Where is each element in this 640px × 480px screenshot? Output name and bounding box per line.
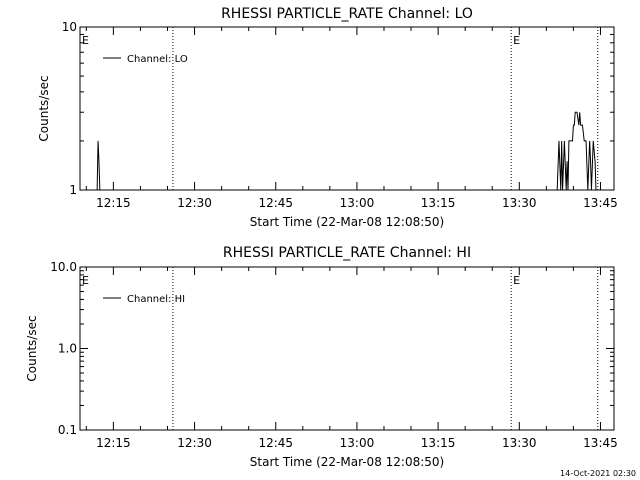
x-tick-label-0-6: 13:45 [583,196,618,210]
legend-label-1: Channel: HI [127,294,185,305]
y-tick-label-0-1: 10 [62,20,77,34]
x-tick-label-0-3: 13:00 [340,196,375,210]
x-axis-label-0: Start Time (22-Mar-08 12:08:50) [250,215,444,229]
x-tick-label-0-5: 13:30 [502,196,537,210]
chart-title-1: RHESSI PARTICLE_RATE Channel: HI [223,245,471,261]
x-tick-label-1-1: 12:30 [177,436,212,450]
x-tick-label-1-2: 12:45 [258,436,293,450]
y-axis-label-1: Counts/sec [25,315,39,381]
x-tick-label-0-0: 12:15 [96,196,131,210]
x-tick-label-1-0: 12:15 [96,436,131,450]
plot-frame-0 [79,26,615,191]
event-marker-label-0-0: E [82,34,89,47]
x-tick-label-1-6: 13:45 [583,436,618,450]
x-tick-label-1-3: 13:00 [340,436,375,450]
event-marker-label-1-2: E [513,274,520,287]
plot-frame-1 [79,266,615,431]
series-line-0-0 [95,111,599,191]
chart-title-0: RHESSI PARTICLE_RATE Channel: LO [221,6,473,22]
y-tick-label-1-2: 10.0 [50,260,77,274]
x-tick-label-1-4: 13:15 [421,436,456,450]
legend-label-0: Channel: LO [127,54,188,65]
x-tick-label-0-1: 12:30 [177,196,212,210]
x-tick-label-0-4: 13:15 [421,196,456,210]
y-axis-label-0: Counts/sec [37,75,51,141]
y-tick-label-0-0: 1 [69,183,77,197]
event-marker-label-1-0: E [82,274,89,287]
y-tick-label-1-1: 1.0 [58,342,77,356]
event-marker-label-0-2: E [513,34,520,47]
footer-timestamp: 14-Oct-2021 02:30 [560,469,636,478]
y-tick-label-1-0: 0.1 [58,423,77,437]
x-tick-label-0-2: 12:45 [258,196,293,210]
x-tick-label-1-5: 13:30 [502,436,537,450]
x-axis-label-1: Start Time (22-Mar-08 12:08:50) [250,455,444,469]
